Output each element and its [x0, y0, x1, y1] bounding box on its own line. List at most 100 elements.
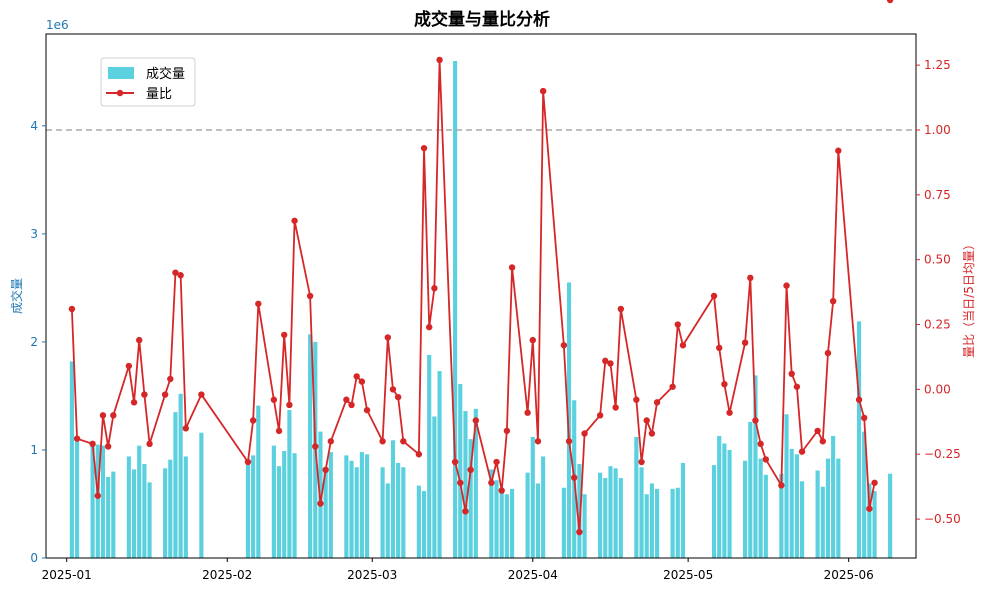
ratio-point	[653, 399, 661, 406]
ratio-point	[638, 458, 645, 466]
volume-bar	[758, 458, 763, 558]
ratio-point	[99, 412, 107, 419]
volume-bar	[722, 443, 727, 558]
volume-bar	[365, 454, 370, 558]
ratio-point	[343, 396, 350, 403]
volume-bar	[494, 480, 499, 558]
ratio-point	[762, 456, 770, 463]
ratio-point	[866, 505, 873, 512]
volume-bar	[401, 467, 406, 558]
left-tick-label: 0	[30, 551, 38, 565]
ratio-point	[363, 406, 371, 414]
ratio-point	[643, 417, 650, 424]
volume-bar	[748, 421, 753, 558]
volume-bar	[820, 486, 825, 558]
volume-bar	[670, 488, 675, 558]
volume-bar	[354, 467, 359, 558]
ratio-point	[172, 269, 179, 276]
ratio-point	[752, 417, 759, 424]
volume-bar	[888, 473, 893, 558]
ratio-point	[281, 331, 288, 339]
ratio-point	[534, 438, 542, 445]
volume-bar	[90, 441, 95, 558]
ratio-point	[571, 474, 578, 481]
ratio-point	[679, 342, 687, 349]
volume-bar	[396, 462, 401, 558]
ratio-point	[389, 386, 397, 393]
x-tick-label: 2025-05	[663, 568, 713, 582]
ratio-point	[829, 297, 837, 305]
ratio-point	[819, 438, 826, 445]
ratio-point	[529, 336, 536, 344]
volume-bar	[862, 431, 867, 558]
chart-title: 成交量与量比分析	[414, 9, 550, 30]
volume-bar	[525, 472, 530, 558]
volume-bar	[473, 408, 478, 558]
right-tick-label: 0.00	[924, 382, 951, 396]
ratio-point	[270, 396, 278, 403]
volume-bar	[831, 435, 836, 558]
volume-bar	[416, 485, 421, 558]
ratio-point	[778, 482, 785, 489]
ratio-point	[726, 409, 733, 416]
ratio-point	[669, 383, 676, 390]
volume-bar	[872, 491, 877, 558]
volume-bar	[504, 494, 509, 558]
ratio-point	[716, 344, 723, 352]
plot-frame	[45, 33, 917, 559]
volume-bar	[680, 462, 686, 558]
ratio-point	[814, 427, 821, 435]
ratio-point	[146, 440, 153, 448]
ratio-point	[89, 440, 96, 448]
ratio-point	[674, 321, 681, 328]
ratio-point	[861, 414, 868, 422]
ratio-point	[871, 479, 878, 486]
x-tick-label: 2025-01	[42, 568, 92, 582]
volume-bar	[390, 440, 396, 558]
ratio-point	[420, 144, 428, 152]
volume-bar	[800, 481, 805, 558]
ratio-point	[198, 391, 205, 398]
ratio-point	[400, 438, 407, 445]
volume-bar	[163, 468, 168, 558]
x-tick-label: 2025-04	[508, 568, 558, 582]
volume-bar	[432, 416, 437, 558]
right-tick-label: −0.50	[924, 512, 961, 526]
ratio-point	[498, 487, 505, 494]
ratio-point	[244, 458, 252, 466]
volume-bar	[582, 494, 587, 558]
ratio-point	[291, 217, 298, 224]
ratio-point	[741, 339, 749, 346]
ratio-point	[306, 292, 314, 300]
volume-bar	[867, 483, 872, 558]
legend-bar-swatch	[108, 67, 134, 79]
ratio-point	[788, 370, 795, 378]
right-axis-label: 量比（当日/5日均量）	[962, 238, 976, 358]
ratio-point	[110, 412, 117, 419]
right-tick-label: −0.25	[924, 447, 961, 461]
ratio-point	[488, 479, 495, 486]
volume-bar	[385, 483, 390, 558]
ratio-point	[68, 305, 76, 313]
volume-bar	[463, 411, 468, 558]
ratio-point	[855, 396, 863, 403]
volume-bar	[794, 454, 799, 558]
ratio-point	[94, 492, 101, 499]
right-tick-label: 0.25	[924, 318, 951, 332]
left-tick-label: 4	[30, 119, 38, 133]
volume-bar	[256, 405, 261, 558]
ratio-point	[835, 147, 842, 154]
legend: 成交量 量比	[100, 57, 196, 107]
right-tick-label: 1.00	[924, 123, 951, 137]
ratio-point	[249, 417, 257, 424]
volume-bar	[292, 453, 297, 558]
ratio-point	[508, 264, 516, 271]
volume-bar	[561, 487, 566, 558]
right-tick-label: 0.50	[924, 253, 951, 267]
legend-bar-label: 成交量	[146, 66, 185, 82]
volume-bar	[825, 458, 831, 558]
volume-bar	[142, 464, 147, 558]
volume-bar	[359, 452, 364, 558]
volume-bar	[168, 459, 173, 558]
ratio-point	[457, 479, 464, 486]
